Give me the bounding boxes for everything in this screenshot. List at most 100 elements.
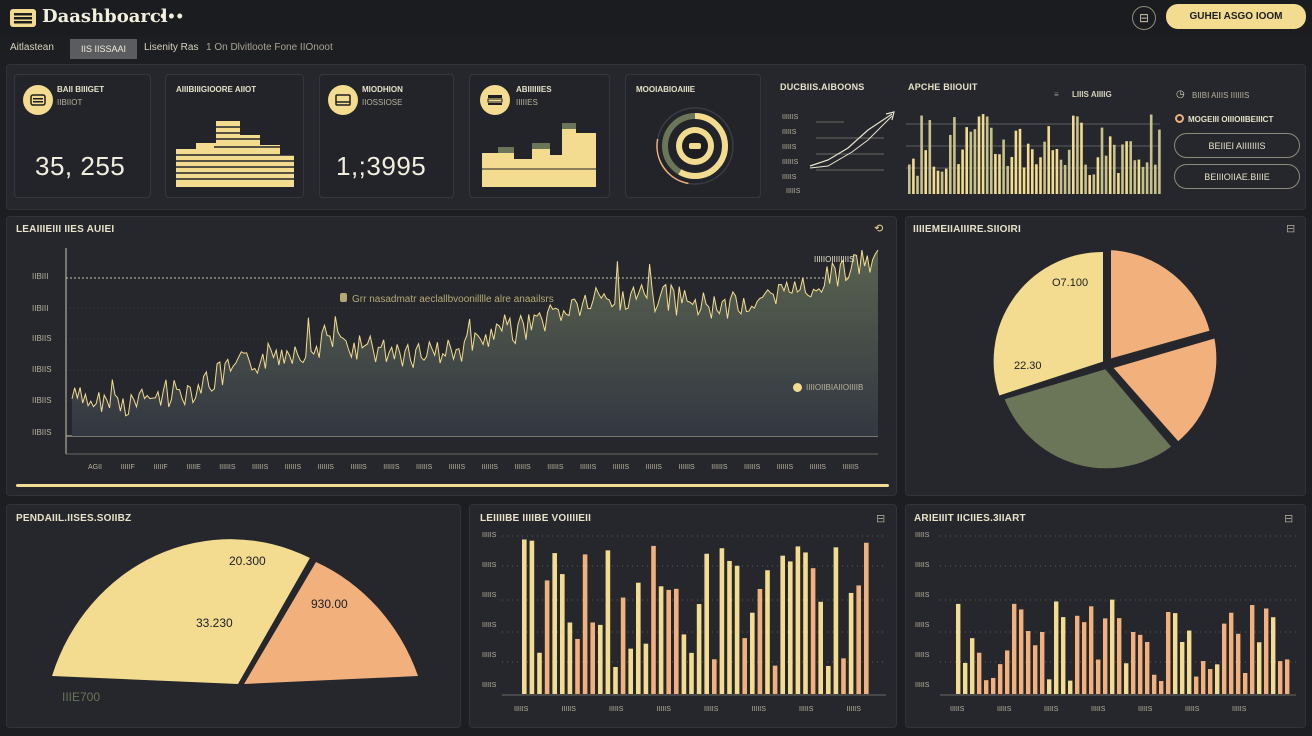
axis-tick-label: IIIIIE — [186, 464, 201, 471]
tab-2[interactable]: Lisenity Ras — [144, 42, 199, 53]
kpi-subtitle: IIBIIOT — [57, 98, 83, 107]
chart-bar — [765, 570, 770, 694]
axis-tick-label: IIIIIIS — [842, 464, 859, 471]
chart-bar — [920, 115, 923, 194]
chart-bar — [1018, 128, 1022, 194]
kpi-title: MOOIABIOAIIIE — [636, 85, 696, 94]
semi-label-3: 930.00 — [311, 597, 348, 611]
axis-tick-label: IIIIIS — [482, 652, 497, 659]
trend-line-chart — [809, 111, 895, 171]
settings-circle-icon[interactable]: ⊟ — [1132, 6, 1156, 30]
clock-icon: ◷ — [1176, 89, 1185, 100]
chart-bar — [969, 131, 973, 194]
menu-logo-icon[interactable] — [10, 9, 36, 27]
pie-chart — [989, 245, 1221, 473]
chart-bar — [1040, 631, 1045, 694]
axis-tick-label: IIIIIS — [915, 592, 930, 599]
kpi-card-mediation[interactable]: MIODHION IIOSSIOSE 1,;3995 — [319, 74, 454, 198]
kpi-card-stepchart-1[interactable]: AIIIBIIIGIOORE AIIOT — [165, 74, 304, 198]
chart-bar — [575, 638, 580, 694]
chart-bar — [916, 175, 919, 194]
chart-bar — [1104, 155, 1108, 194]
tab-1[interactable]: IIS IISSAAI — [70, 39, 137, 59]
axis-tick-label: IIIIIS — [751, 706, 766, 713]
trend-widget-title: DUCBIIS.AIBOONS — [780, 82, 865, 92]
chart-bar — [582, 554, 588, 694]
chart-bar — [1022, 167, 1026, 194]
chart-bar — [719, 548, 725, 694]
axis-tick-label: IIIIIIS — [580, 464, 597, 471]
chart-bar — [1137, 159, 1141, 194]
bar-chart-2 — [940, 535, 1296, 696]
chart-bar — [598, 624, 603, 694]
chart-bar — [1089, 606, 1094, 694]
chart-bar — [1084, 164, 1087, 194]
axis-tick-label: IIIIIS — [915, 652, 930, 659]
axis-tick-label: IIIIIIS — [809, 464, 826, 471]
trend-y-tick: IIIIIS — [786, 188, 801, 195]
chart-bar — [1031, 149, 1034, 194]
chart-bar — [1131, 632, 1136, 694]
chart-bar — [1043, 141, 1046, 194]
chart-bar — [537, 652, 542, 694]
axis-tick-label: IIIIIS — [915, 682, 930, 689]
axis-tick-label: IIIIIS — [846, 706, 861, 713]
trend-y-tick: IIIIIS — [782, 129, 797, 136]
chart-bar — [522, 539, 527, 694]
panel-icon[interactable]: ⊟ — [876, 513, 886, 525]
chart-bar — [605, 550, 611, 694]
chart-bar — [1059, 159, 1063, 194]
tab-3[interactable]: 1 On Dlvitloote Fone IIOnoot — [206, 42, 333, 53]
trend-widget[interactable]: DUCBIIS.AIBOONS IIIIIIS IIIIIS IIIIIS II… — [774, 74, 900, 198]
cta-button[interactable]: GUHEI ASGO IOOM — [1166, 4, 1306, 29]
chart-bar — [636, 582, 641, 694]
card-icon — [328, 85, 358, 115]
chart-bar — [1257, 642, 1262, 694]
panel-icon[interactable]: ⊟ — [1286, 223, 1296, 235]
kpi-card-budget[interactable]: BAII BIIIGET IIBIIOT 35, 255 — [14, 74, 151, 198]
semi-label-2: 33.230 — [196, 616, 233, 630]
chart-bar — [666, 589, 671, 694]
trend-y-tick: IIIIIIS — [782, 114, 799, 121]
chart-bar — [1154, 164, 1157, 194]
chart-bar — [780, 555, 785, 694]
chart-bar — [1082, 622, 1087, 694]
chart-bar — [750, 612, 755, 694]
chart-bar — [734, 565, 740, 694]
axis-tick-label: IIIIIIS — [317, 464, 334, 471]
chart-bar — [973, 129, 977, 194]
chart-bar — [1039, 157, 1042, 194]
chart-bar — [1096, 659, 1101, 694]
refresh-icon[interactable]: ⟲ — [874, 223, 884, 235]
kpi-card-gauge[interactable]: MOOIABIOAIIIE — [625, 74, 761, 198]
chart-bar — [1026, 143, 1030, 194]
panel-icon[interactable]: ⊟ — [1284, 513, 1294, 525]
right-button-2[interactable]: BEIIIOIIAE.BIIIE — [1174, 164, 1300, 189]
kpi-value: 1,;3995 — [336, 151, 427, 181]
chart-bar — [689, 652, 694, 694]
main-y-tick: IIBIII — [32, 304, 49, 313]
kpi-card-abilities[interactable]: ABIIIIIIES IIIIIES — [469, 74, 610, 198]
tab-0[interactable]: Aitlastean — [10, 42, 54, 53]
axis-tick-label: IIIIIIS — [711, 464, 728, 471]
chart-bar — [1141, 166, 1145, 194]
right-button-1[interactable]: BEIIEI AIIIIIIIS — [1174, 133, 1300, 158]
stack-icon — [480, 85, 510, 115]
chart-bar — [1103, 618, 1108, 694]
chart-bar — [1002, 139, 1005, 194]
axis-tick-label: IIIIIS — [482, 532, 497, 539]
axis-tick-label: IIIIIS — [799, 706, 814, 713]
apche-widget[interactable]: APCHE BIIOUIT ≡ LIIIS AIIIIG — [904, 74, 1162, 198]
chart-bar — [1166, 611, 1171, 694]
right-item-label[interactable]: MOGEIII OIIIOIIBEIIICT — [1188, 115, 1274, 124]
legend-lines-icon: ≡ — [1054, 90, 1059, 99]
main-scrollbar[interactable] — [16, 484, 889, 487]
chart-bar — [696, 604, 702, 694]
chart-bar — [991, 677, 996, 694]
main-area-chart — [65, 248, 879, 455]
right-item-label[interactable]: BIIBI AIIIS IIIIIIS — [1192, 91, 1250, 100]
more-dots-icon[interactable]: ••• — [160, 6, 185, 26]
info-dot-icon — [793, 383, 802, 392]
axis-tick-label: IIIIIIS — [383, 464, 400, 471]
axis-tick-label: IIIIIS — [482, 562, 497, 569]
